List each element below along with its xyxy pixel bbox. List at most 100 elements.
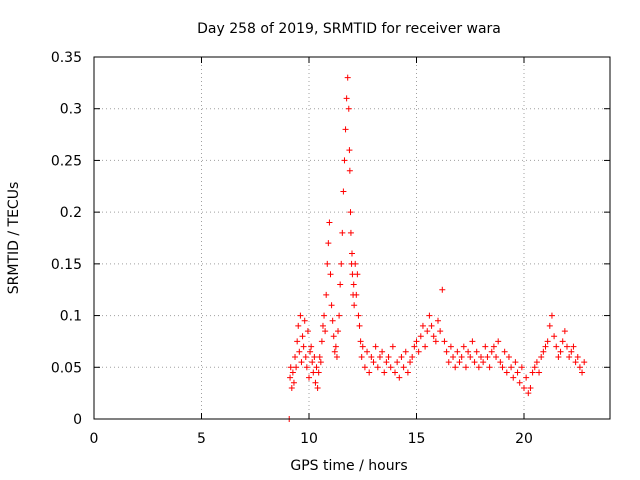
- data-point: [561, 328, 568, 335]
- data-point: [540, 348, 547, 355]
- data-point: [328, 302, 335, 309]
- data-point: [510, 374, 517, 381]
- data-point: [308, 343, 315, 350]
- data-point: [322, 328, 329, 335]
- y-tick-label: 0.3: [60, 102, 82, 118]
- data-point: [314, 384, 321, 391]
- data-point: [493, 353, 500, 360]
- grid: [94, 57, 610, 419]
- data-point: [566, 353, 573, 360]
- data-point: [411, 343, 418, 350]
- data-point: [293, 364, 300, 371]
- data-point: [289, 369, 296, 376]
- data-point: [538, 353, 545, 360]
- data-point: [465, 348, 472, 355]
- data-point: [350, 281, 357, 288]
- data-point: [516, 379, 523, 386]
- data-point: [294, 338, 301, 345]
- data-point: [521, 384, 527, 391]
- data-point: [329, 317, 336, 324]
- data-point: [355, 312, 362, 319]
- data-point: [546, 322, 553, 329]
- data-point: [426, 312, 433, 319]
- data-point: [352, 260, 359, 267]
- data-point: [327, 271, 334, 278]
- data-point: [359, 343, 366, 350]
- data-point: [301, 317, 308, 324]
- data-point: [383, 359, 390, 366]
- data-point: [478, 353, 484, 360]
- data-point: [332, 343, 339, 350]
- data-point: [366, 369, 373, 376]
- data-point: [548, 312, 555, 319]
- data-point: [495, 338, 502, 345]
- y-tick-label: 0.05: [51, 360, 82, 376]
- data-point: [306, 374, 312, 381]
- data-point: [292, 353, 299, 360]
- x-tick-label: 15: [408, 431, 426, 447]
- data-point: [385, 353, 392, 360]
- data-point: [356, 322, 363, 329]
- data-point: [302, 353, 309, 360]
- y-axis-label: SRMTID / TECUs: [6, 182, 22, 295]
- data-point: [311, 353, 318, 360]
- data-point: [456, 359, 463, 366]
- data-point: [452, 364, 459, 371]
- data-point: [505, 353, 512, 360]
- data-point: [323, 291, 330, 298]
- data-point: [290, 379, 297, 386]
- data-point: [473, 348, 480, 355]
- data-point: [467, 353, 474, 360]
- data-point: [361, 364, 368, 371]
- data-point: [344, 74, 351, 81]
- chart-title: Day 258 of 2019, SRMTID for receiver war…: [197, 21, 501, 37]
- data-point: [288, 384, 295, 391]
- data-point: [559, 338, 566, 345]
- data-point: [357, 338, 364, 345]
- data-point: [523, 374, 530, 381]
- data-point: [336, 312, 343, 319]
- data-point: [343, 95, 350, 102]
- data-point: [340, 188, 347, 195]
- data-point: [437, 328, 444, 335]
- data-point: [428, 322, 435, 329]
- data-point: [435, 317, 441, 324]
- data-point: [295, 322, 302, 329]
- x-tick-label: 20: [515, 431, 533, 447]
- data-point: [319, 322, 326, 329]
- data-point: [379, 348, 386, 355]
- data-point: [381, 369, 388, 376]
- data-point: [531, 364, 538, 371]
- data-point: [525, 390, 532, 397]
- data-point: [407, 359, 414, 366]
- data-point: [339, 229, 346, 236]
- data-point: [482, 343, 489, 350]
- data-point: [309, 359, 316, 366]
- data-point: [376, 353, 383, 360]
- y-tick-label: 0.25: [51, 153, 82, 169]
- data-point: [338, 260, 345, 267]
- data-point: [298, 359, 305, 366]
- data-point: [307, 348, 314, 355]
- plot-frame: [93, 56, 611, 420]
- data-point: [480, 359, 487, 366]
- data-point: [518, 364, 525, 371]
- data-point: [475, 364, 482, 371]
- data-point: [551, 333, 558, 340]
- data-point: [529, 369, 536, 376]
- data-point: [572, 359, 579, 366]
- x-tick-label: 10: [300, 431, 318, 447]
- y-tick-label: 0.1: [60, 309, 82, 325]
- data-points: [286, 74, 588, 422]
- data-point: [432, 338, 439, 345]
- data-point: [300, 343, 307, 350]
- data-point: [346, 167, 353, 174]
- data-point: [439, 286, 446, 293]
- data-point: [315, 369, 322, 376]
- data-point: [581, 359, 588, 366]
- data-point: [527, 384, 534, 391]
- data-point: [557, 348, 564, 355]
- data-point: [400, 364, 407, 371]
- data-point: [486, 364, 493, 371]
- data-point: [536, 369, 543, 376]
